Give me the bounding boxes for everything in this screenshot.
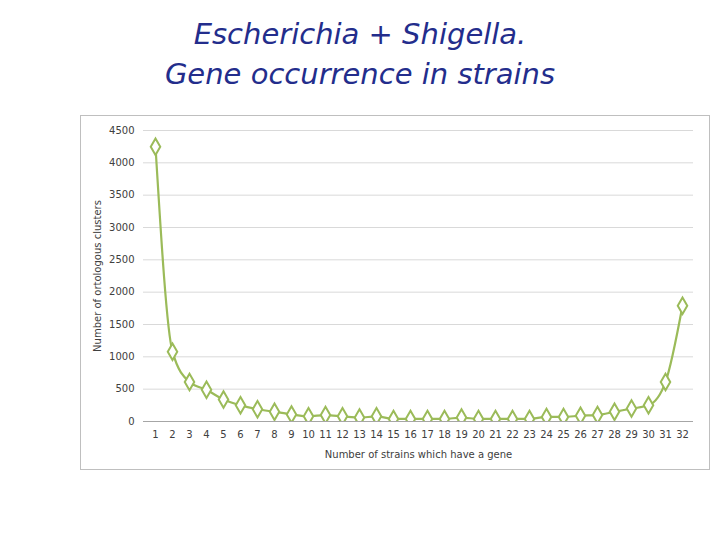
svg-text:4500: 4500 bbox=[109, 125, 134, 136]
svg-text:6: 6 bbox=[237, 429, 243, 440]
svg-text:3500: 3500 bbox=[109, 189, 134, 200]
svg-text:21: 21 bbox=[489, 429, 502, 440]
svg-text:Number of strains which have a: Number of strains which have a gene bbox=[325, 449, 512, 460]
svg-text:22: 22 bbox=[506, 429, 519, 440]
svg-text:14: 14 bbox=[370, 429, 383, 440]
svg-text:500: 500 bbox=[115, 383, 134, 394]
svg-text:1500: 1500 bbox=[109, 319, 134, 330]
svg-text:25: 25 bbox=[557, 429, 570, 440]
html-text:Gene occurrence in strains: Gene occurrence in strains bbox=[164, 57, 556, 91]
svg-text:1000: 1000 bbox=[109, 351, 134, 362]
svg-text:3000: 3000 bbox=[109, 222, 134, 233]
svg-text:9: 9 bbox=[288, 429, 294, 440]
svg-text:4000: 4000 bbox=[109, 157, 134, 168]
svg-text:2000: 2000 bbox=[109, 286, 134, 297]
svg-text:3: 3 bbox=[186, 429, 192, 440]
svg-text:23: 23 bbox=[523, 429, 536, 440]
svg-text:0: 0 bbox=[128, 416, 134, 427]
svg-text:19: 19 bbox=[455, 429, 468, 440]
svg-text:10: 10 bbox=[302, 429, 315, 440]
svg-text:4: 4 bbox=[203, 429, 209, 440]
svg-text:28: 28 bbox=[608, 429, 621, 440]
svg-text:13: 13 bbox=[353, 429, 366, 440]
svg-text:11: 11 bbox=[319, 429, 332, 440]
svg-text:2500: 2500 bbox=[109, 254, 134, 265]
svg-text:26: 26 bbox=[574, 429, 587, 440]
svg-text:Number of ortologous clusters: Number of ortologous clusters bbox=[92, 200, 103, 352]
svg-text:20: 20 bbox=[472, 429, 485, 440]
svg-text:7: 7 bbox=[254, 429, 260, 440]
svg-text:17: 17 bbox=[421, 429, 434, 440]
svg-text:1: 1 bbox=[152, 429, 158, 440]
svg-text:18: 18 bbox=[438, 429, 451, 440]
svg-text:8: 8 bbox=[271, 429, 277, 440]
svg-text:32: 32 bbox=[676, 429, 689, 440]
svg-text:29: 29 bbox=[625, 429, 638, 440]
svg-text:2: 2 bbox=[169, 429, 175, 440]
svg-text:5: 5 bbox=[220, 429, 226, 440]
svg-text:12: 12 bbox=[336, 429, 349, 440]
svg-text:24: 24 bbox=[540, 429, 553, 440]
svg-text:31: 31 bbox=[659, 429, 672, 440]
svg-text:16: 16 bbox=[404, 429, 417, 440]
svg-text:15: 15 bbox=[387, 429, 400, 440]
html-text:Escherichia + Shigella.: Escherichia + Shigella. bbox=[193, 17, 527, 51]
svg-text:27: 27 bbox=[591, 429, 604, 440]
svg-text:30: 30 bbox=[642, 429, 655, 440]
